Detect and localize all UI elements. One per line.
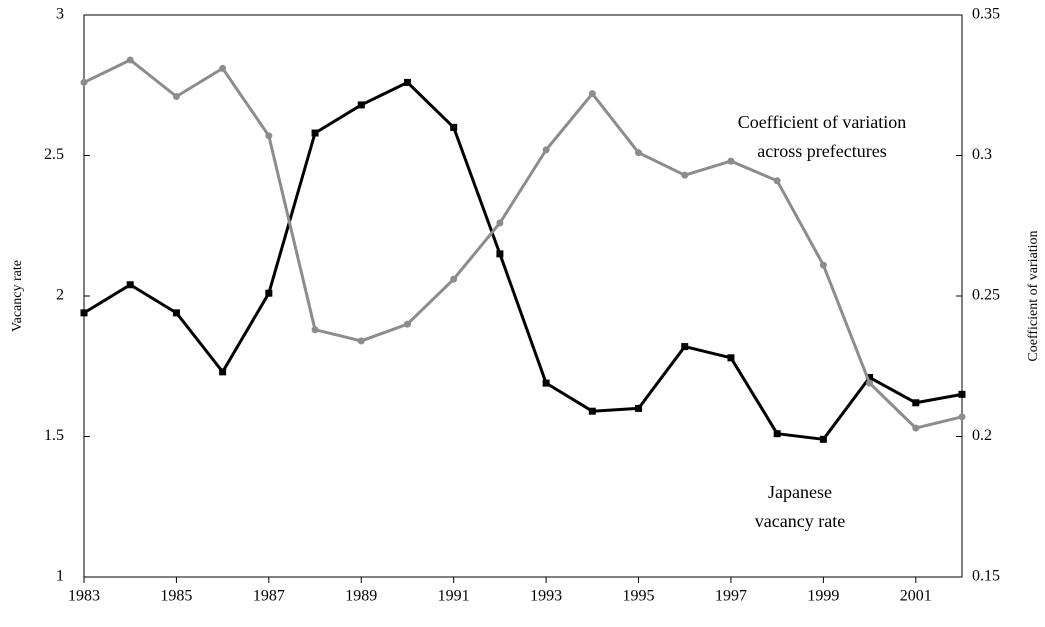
y2-tick-label: 0.35: [972, 6, 1000, 23]
marker: [773, 430, 781, 438]
marker: [403, 78, 411, 86]
marker: [265, 132, 273, 140]
x-tick-label: 1993: [530, 588, 562, 605]
marker: [172, 92, 180, 100]
marker: [80, 309, 88, 317]
x-tick-label: 1999: [807, 588, 839, 605]
marker: [773, 177, 781, 185]
marker: [912, 399, 920, 407]
y-axis-label: Vacancy rate: [10, 260, 25, 332]
marker: [311, 129, 319, 137]
annotation: Japanese: [768, 482, 832, 502]
marker: [588, 90, 596, 98]
x-tick-label: 1991: [438, 588, 470, 605]
marker: [80, 78, 88, 86]
y-tick-label: 2.5: [44, 146, 64, 163]
x-tick-label: 2001: [900, 588, 932, 605]
y2-tick-label: 0.2: [972, 427, 992, 444]
marker: [219, 64, 227, 72]
marker: [866, 373, 874, 381]
marker: [265, 289, 273, 297]
annotation: Coefficient of variation: [738, 112, 907, 132]
marker: [450, 123, 458, 131]
y-tick-label: 1.5: [44, 427, 64, 444]
x-tick-label: 1987: [253, 588, 285, 605]
marker: [126, 281, 134, 289]
y-tick-label: 2: [56, 287, 64, 304]
marker: [912, 424, 920, 432]
y-tick-label: 3: [56, 6, 64, 23]
marker: [727, 354, 735, 362]
x-tick-label: 1983: [68, 588, 100, 605]
x-tick-label: 1985: [160, 588, 192, 605]
y2-tick-label: 0.25: [972, 287, 1000, 304]
marker: [635, 149, 643, 157]
marker: [958, 390, 966, 398]
x-tick-label: 1995: [623, 588, 655, 605]
marker: [496, 219, 504, 227]
marker: [496, 250, 504, 258]
y2-tick-label: 0.15: [972, 568, 1000, 585]
marker: [819, 261, 827, 269]
marker: [311, 326, 319, 334]
y-tick-label: 1: [56, 568, 64, 585]
marker: [681, 171, 689, 179]
annotation: across prefectures: [757, 141, 886, 161]
marker: [819, 435, 827, 443]
series-line: [83, 80, 963, 441]
marker: [681, 343, 689, 351]
marker: [403, 320, 411, 328]
annotation: vacancy rate: [755, 511, 845, 531]
marker: [727, 157, 735, 165]
series-line: [83, 58, 963, 430]
x-tick-label: 1997: [715, 588, 747, 605]
marker: [958, 413, 966, 421]
x-tick-label: 1989: [345, 588, 377, 605]
marker: [635, 404, 643, 412]
marker: [588, 407, 596, 415]
marker: [357, 337, 365, 345]
marker: [172, 309, 180, 317]
marker: [219, 368, 227, 376]
y2-tick-label: 0.3: [972, 146, 992, 163]
y2-axis-label: Coefficient of variation: [1026, 230, 1041, 361]
marker: [450, 275, 458, 283]
marker: [357, 101, 365, 109]
marker: [126, 56, 134, 64]
marker: [866, 379, 874, 387]
marker: [542, 379, 550, 387]
marker: [542, 146, 550, 154]
